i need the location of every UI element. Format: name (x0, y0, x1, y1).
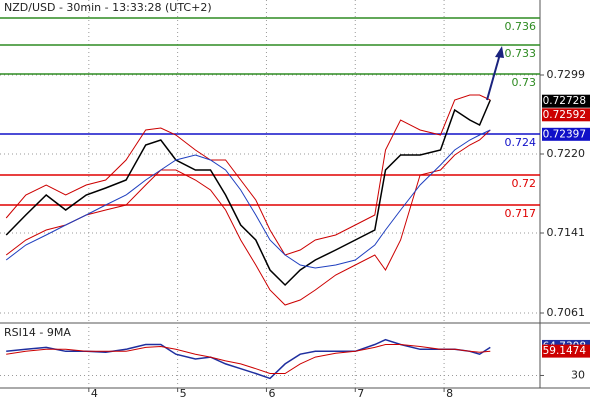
series-line (5, 94, 491, 256)
x-tick-label: 8 (446, 387, 453, 400)
series-line (5, 129, 491, 306)
arrow (486, 46, 504, 101)
price-tag-label: 0.72728 (543, 95, 586, 107)
level-label: 0.724 (505, 136, 537, 149)
level-label: 0.733 (505, 47, 537, 60)
price-tag-label: 0.72397 (543, 128, 586, 140)
level-label: 0.72 (512, 177, 537, 190)
level-label: 0.717 (505, 207, 537, 220)
price-tag-label: 0.72592 (543, 109, 586, 121)
panel-title: RSI14 - 9MA (4, 326, 71, 339)
series-line (6, 344, 491, 374)
price-tag (542, 127, 590, 141)
level-label: 0.73 (512, 76, 537, 89)
x-tick-label: 4 (91, 387, 98, 400)
x-tick-label: 6 (268, 387, 275, 400)
price-tag (542, 94, 590, 108)
y-tick-label: 0.7141 (547, 226, 586, 239)
series-line (5, 99, 491, 287)
y-tick-label: 30 (571, 368, 585, 381)
x-tick-label: 5 (180, 387, 187, 400)
price-tag (542, 344, 590, 358)
y-tick-label: 0.7299 (547, 68, 586, 81)
price-tag-label: 59.1474 (543, 345, 587, 357)
price-tag (542, 108, 590, 122)
x-tick-label: 7 (357, 387, 364, 400)
series-line (5, 129, 491, 269)
y-tick-label: 0.7220 (547, 147, 586, 160)
series-line (6, 338, 491, 380)
level-label: 0.736 (505, 20, 537, 33)
y-tick-label: 0.7061 (547, 306, 586, 319)
chart-header: NZD/USD - 30min - 13:33:28 (UTC+2) (4, 1, 212, 14)
